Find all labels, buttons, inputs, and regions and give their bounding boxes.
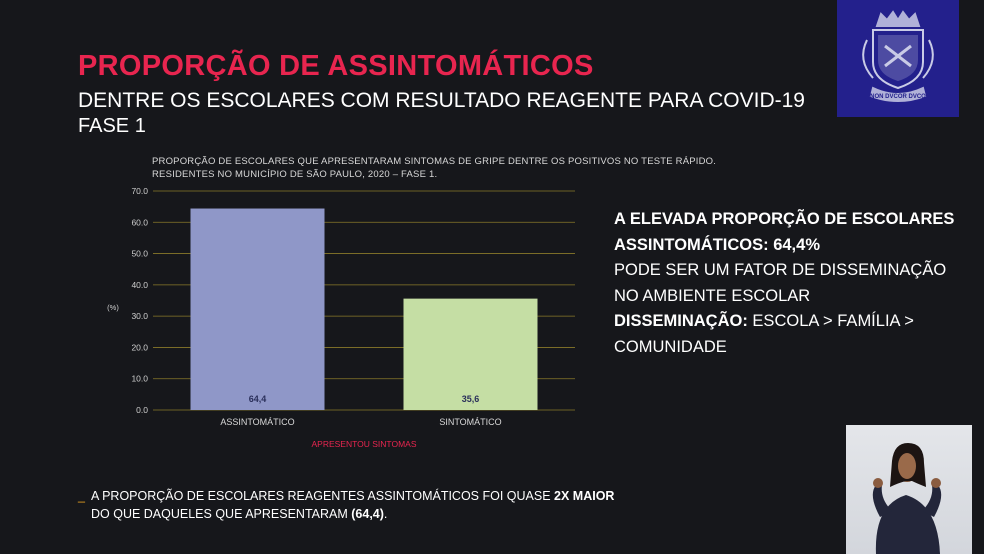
summary-line3: PODE SER UM FATOR DE DISSEMINAÇÃO — [614, 261, 947, 279]
summary-line5-rest: ESCOLA > FAMÍLIA > COMUNIDADE — [614, 312, 914, 356]
chart-caption-line2: RESIDENTES NO MUNICÍPIO DE SÃO PAULO, 20… — [152, 169, 438, 180]
y-tick-label: 50.0 — [131, 249, 148, 259]
footnote-dash: _ — [78, 489, 85, 503]
page-subtitle: DENTRE OS ESCOLARES COM RESULTADO REAGEN… — [78, 89, 805, 112]
bar-value-label: 35,6 — [462, 394, 480, 404]
y-tick-label: 0.0 — [136, 405, 148, 415]
y-tick-label: 40.0 — [131, 280, 148, 290]
phase-label: FASE 1 — [78, 115, 146, 137]
interpreter-person-icon — [872, 443, 942, 554]
summary-line5: DISSEMINAÇÃO: ESCOLA > FAMÍLIA > COMUNID… — [614, 309, 984, 360]
x-tick-label: ASSINTOMÁTICO — [220, 417, 294, 427]
summary-line1: A ELEVADA PROPORÇÃO DE ESCOLARES — [614, 210, 955, 228]
sign-language-interpreter-video — [846, 425, 972, 554]
y-tick-label: 60.0 — [131, 217, 148, 227]
footnote-line2: DO QUE DAQUELES QUE APRESENTARAM (64,4). — [78, 505, 614, 523]
y-tick-label: 30.0 — [131, 311, 148, 321]
footnote-line2-text: DO QUE DAQUELES QUE APRESENTARAM — [91, 507, 352, 521]
page-title: PROPORÇÃO DE ASSINTOMÁTICOS — [78, 50, 594, 82]
bar-value-label: 64,4 — [249, 394, 267, 404]
bar — [190, 208, 325, 410]
y-tick-label: 70.0 — [131, 186, 148, 196]
city-logo: NON DVCOR DVCO — [837, 0, 959, 117]
footnote-line1-text: A PROPORÇÃO DE ESCOLARES REAGENTES ASSIN… — [90, 489, 555, 503]
summary-line4: NO AMBIENTE ESCOLAR — [614, 286, 811, 305]
chart-caption: PROPORÇÃO DE ESCOLARES QUE APRESENTARAM … — [152, 155, 716, 181]
footnote-line2-end: . — [383, 507, 388, 521]
footnote: _ A PROPORÇÃO DE ESCOLARES REAGENTES ASSI… — [78, 487, 614, 523]
summary-line5-bold: DISSEMINAÇÃO: — [614, 312, 748, 330]
y-tick-label: 20.0 — [131, 342, 148, 352]
footnote-line1-bold: 2X MAIOR — [554, 489, 615, 503]
y-tick-label: 10.0 — [131, 374, 148, 384]
bar — [403, 298, 538, 410]
y-axis-label: (%) — [107, 303, 119, 312]
footnote-line1: _ A PROPORÇÃO DE ESCOLARES REAGENTES ASSI… — [78, 487, 614, 505]
footnote-line2-bold: (64,4) — [351, 507, 384, 521]
chart-caption-line1: PROPORÇÃO DE ESCOLARES QUE APRESENTARAM … — [152, 156, 717, 167]
logo-motto: NON DVCOR DVCO — [870, 94, 926, 100]
summary-line2: ASSINTOMÁTICOS: 64,4% — [614, 235, 820, 254]
x-axis-label: APRESENTOU SINTOMAS — [311, 439, 416, 449]
city-coat-of-arms-icon: NON DVCOR DVCO — [862, 10, 934, 102]
side-summary: A ELEVADA PROPORÇÃO DE ESCOLARES ASSINTO… — [614, 207, 984, 360]
x-tick-label: SINTOMÁTICO — [439, 417, 501, 427]
